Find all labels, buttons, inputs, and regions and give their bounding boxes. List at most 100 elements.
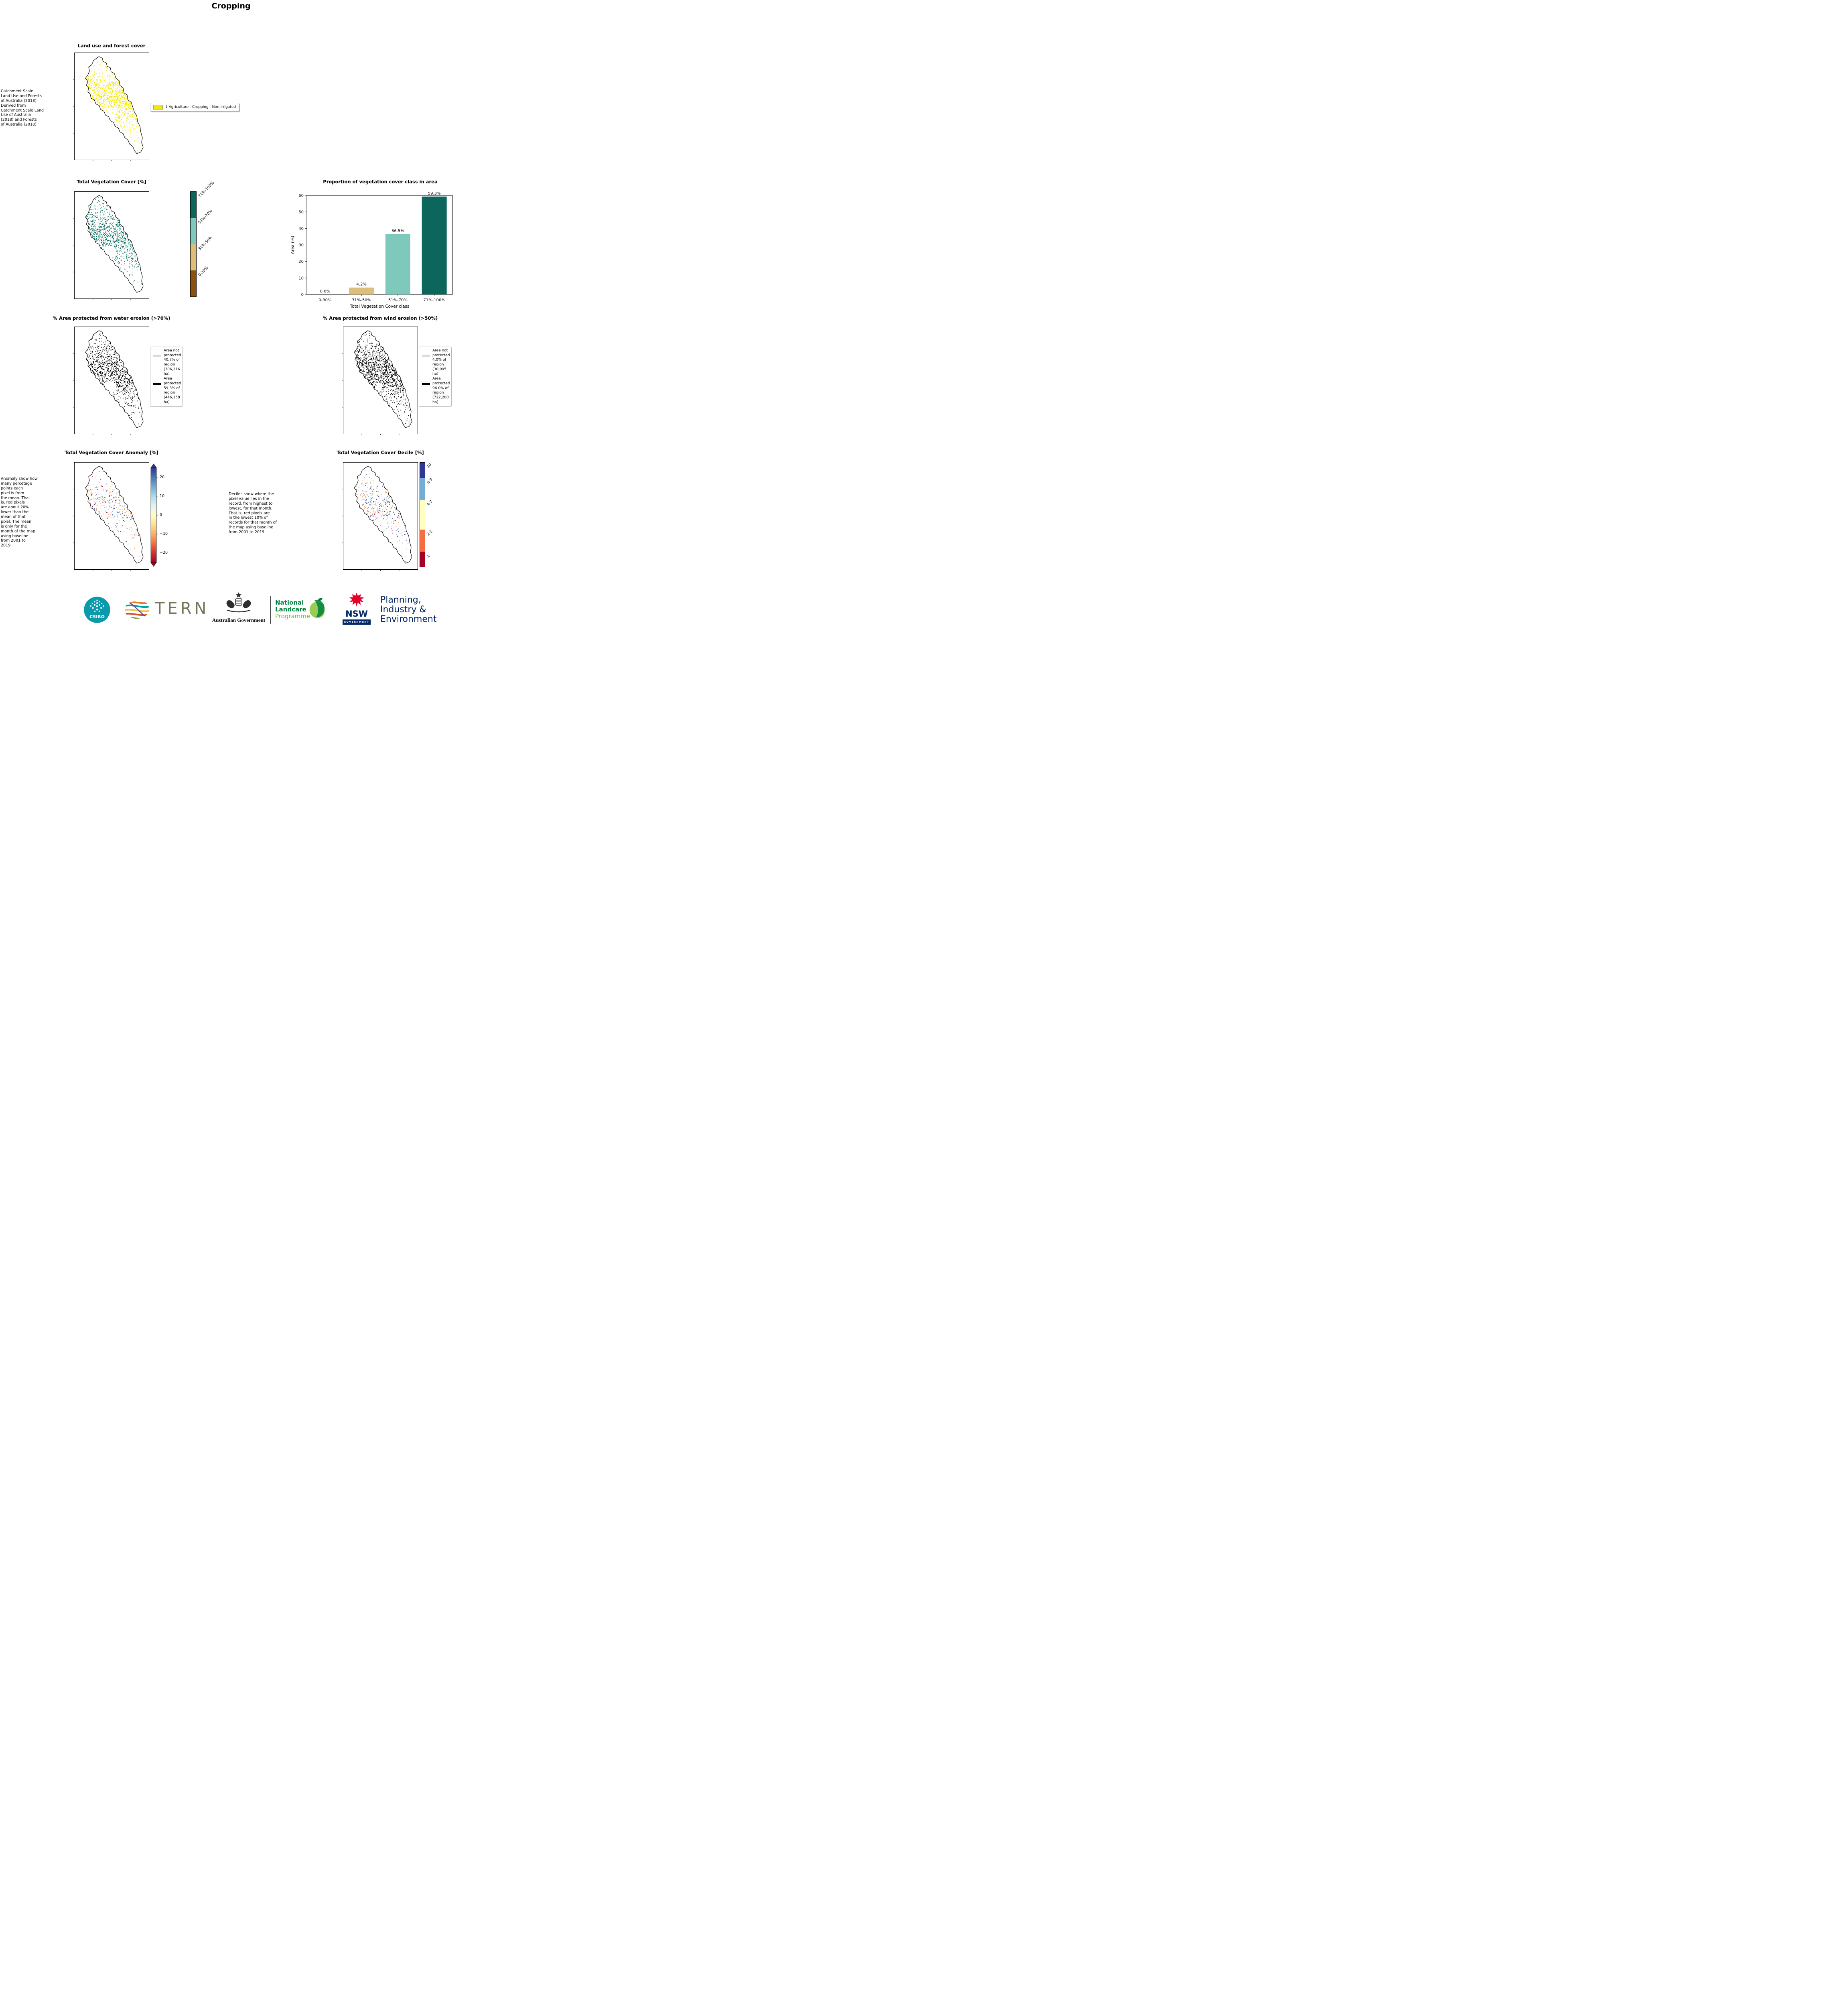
legend-label: Area protected 96.0% of region (722,280 … xyxy=(432,377,450,404)
anomaly-colorbar-tick: 20 xyxy=(160,475,165,479)
bar xyxy=(385,234,410,294)
landcare-line1: National xyxy=(275,599,304,606)
legend-item: Area protected 59.3% of region (446,158 … xyxy=(153,377,181,405)
colorbar-segment xyxy=(420,529,425,552)
anomaly-colorbar: 20 10 0 −10 −20 xyxy=(150,463,175,567)
csiro-logo: CSIRO xyxy=(83,596,111,623)
wind-erosion-legend: Area not protected 4.0% of region (30,09… xyxy=(419,347,452,407)
legend-item: Area not protected 4.0% of region (30,09… xyxy=(422,349,450,377)
vegcover-map xyxy=(73,191,149,300)
anomaly-colorbar-tick: −10 xyxy=(160,532,168,536)
y-tick-label: 40 xyxy=(298,227,304,231)
landuse-note: Catchment Scale Land Use and Forests of … xyxy=(1,89,44,127)
decile-map xyxy=(342,462,418,571)
colorbar-segment xyxy=(190,217,197,244)
colorbar-label: 51%-70% xyxy=(197,209,214,225)
tern-wordmark: TERN xyxy=(155,599,209,618)
colorbar-label: 8-9 xyxy=(426,477,434,485)
x-tick-label: 71%-100% xyxy=(423,298,445,303)
bar-chart-title: Proportion of vegetation cover class in … xyxy=(323,179,438,185)
landcare-leaf-icon xyxy=(306,597,327,620)
vegcover-title: Total Vegetation Cover [%] xyxy=(77,179,146,185)
y-tick-label: 20 xyxy=(298,260,304,264)
landuse-legend-swatch xyxy=(153,105,163,110)
landcare-line2: Landcare xyxy=(275,606,306,613)
colorbar-segment xyxy=(190,270,197,297)
x-tick-label: 31%-50% xyxy=(352,298,371,303)
colorbar-segment xyxy=(190,191,197,218)
landuse-legend-label: 1 Agriculture - Cropping - Non-irrigated xyxy=(165,105,236,109)
water-erosion-map xyxy=(73,327,149,435)
x-tick-label: 0-30% xyxy=(318,298,331,303)
anomaly-colorbar-gradient xyxy=(150,463,158,567)
x-tick-label: 51%-70% xyxy=(388,298,408,303)
vegcover-colorbar: 71%-100% 51%-70% 31%-50% 0-30% xyxy=(190,181,226,297)
anomaly-title: Total Vegetation Cover Anomaly [%] xyxy=(65,450,158,455)
legend-label: Area protected 59.3% of region (446,158 … xyxy=(164,377,181,404)
colorbar-label: 4-7 xyxy=(426,499,434,507)
logo-divider xyxy=(270,596,271,624)
y-tick-label: 10 xyxy=(298,276,304,280)
legend-item: Area not protected 40.7% of region (306,… xyxy=(153,349,181,377)
colorbar-segment xyxy=(420,500,425,530)
y-axis-label: Area (%) xyxy=(290,236,295,254)
colorbar-label: 10 xyxy=(426,463,433,469)
bar-value-label: 36.5% xyxy=(392,229,404,233)
colorbar-label: 1 xyxy=(426,554,431,559)
anomaly-colorbar-tick: 10 xyxy=(160,493,165,498)
page-title: Cropping xyxy=(211,2,251,10)
colorbar-segment xyxy=(190,244,197,271)
colorbar-label: 0-30% xyxy=(197,266,209,278)
landuse-title: Land use and forest cover xyxy=(77,43,146,49)
anomaly-map xyxy=(73,462,149,571)
colorbar-label: 31%-50% xyxy=(197,235,214,251)
y-tick-label: 0 xyxy=(301,293,304,297)
colorbar-segment xyxy=(420,462,425,478)
landcare-line3: Programme xyxy=(275,613,310,620)
anomaly-note: Anomaly show how many percetage points e… xyxy=(1,477,38,548)
legend-swatch xyxy=(153,383,161,385)
csiro-circle-icon: CSIRO xyxy=(84,597,110,623)
wind-erosion-title: % Area protected from wind erosion (>50%… xyxy=(323,315,438,321)
bar xyxy=(422,196,447,294)
nsw-label: NSW xyxy=(345,609,368,619)
water-erosion-title: % Area protected from water erosion (>70… xyxy=(53,315,170,321)
legend-swatch xyxy=(422,383,430,385)
decile-colorbar: 10 8-9 4-7 2-3 1 xyxy=(420,462,456,567)
bar xyxy=(349,287,374,294)
legend-swatch xyxy=(422,355,430,357)
bar-value-label: 0.0% xyxy=(320,289,330,294)
anomaly-colorbar-tick: −20 xyxy=(160,550,168,555)
nsw-government-label: GOVERNMENT xyxy=(343,619,371,625)
wind-erosion-map xyxy=(342,327,418,435)
coat-of-arms-icon xyxy=(225,592,253,615)
y-tick-label: 50 xyxy=(298,210,304,215)
legend-swatch xyxy=(153,355,161,357)
legend-label: Area not protected 40.7% of region (306,… xyxy=(164,349,181,376)
colorbar-frame xyxy=(420,462,425,567)
dpie-wordmark: Planning, Industry & Environment xyxy=(380,595,437,624)
y-tick-label: 30 xyxy=(298,243,304,248)
decile-note: Deciles show where the pixel value lies … xyxy=(229,492,277,534)
legend-item: Area protected 96.0% of region (722,280 … xyxy=(422,377,450,405)
vegcover-bar-chart: 0 10 20 30 40 50 60 0.0% 0-30% 4.2% 31%-50% 36.5% 51… xyxy=(290,191,453,309)
national-landcare-logo: National Landcare Programme xyxy=(275,599,310,620)
colorbar-label: 2-3 xyxy=(426,529,434,537)
decile-title: Total Vegetation Cover Decile [%] xyxy=(337,450,424,455)
landuse-map xyxy=(73,53,149,161)
tern-australia-icon xyxy=(123,599,152,621)
csiro-label: CSIRO xyxy=(89,614,105,619)
australian-government-label: Australian Government xyxy=(212,617,266,623)
bar-value-label: 4.2% xyxy=(356,282,366,287)
colorbar-label: 71%-100% xyxy=(197,181,215,199)
legend-label: Area not protected 4.0% of region (30,09… xyxy=(432,349,450,376)
bar-value-label: 59.3% xyxy=(428,191,441,196)
anomaly-colorbar-tick: 0 xyxy=(160,513,162,517)
waratah-icon xyxy=(347,592,366,609)
colorbar-segment xyxy=(420,478,425,500)
colorbar-segment xyxy=(420,551,425,567)
report-page: Cropping Land use and forest cover Catch… xyxy=(0,0,462,641)
colorbar-frame xyxy=(190,191,197,297)
landuse-legend: 1 Agriculture - Cropping - Non-irrigated xyxy=(150,103,239,112)
water-erosion-legend: Area not protected 40.7% of region (306,… xyxy=(150,347,183,407)
